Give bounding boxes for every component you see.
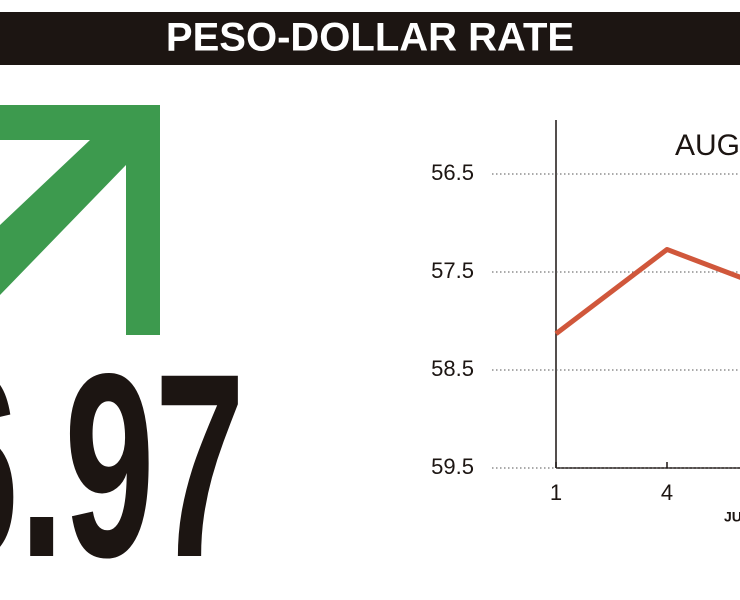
data-line xyxy=(554,246,740,336)
header-title: PESO-DOLLAR RATE xyxy=(166,16,574,60)
x-tick-label: 4 xyxy=(661,480,673,505)
y-tick-label: 56.5 xyxy=(431,160,474,185)
x-axis-label: JU xyxy=(724,509,740,525)
y-tick-label: 58.5 xyxy=(431,356,474,381)
chart-title: AUG xyxy=(675,129,740,162)
header-bar xyxy=(0,12,740,65)
up-arrow xyxy=(0,105,160,335)
y-tick-label: 57.5 xyxy=(431,258,474,283)
y-tick-label: 59.5 xyxy=(431,454,474,479)
headline-rate: 56.97 xyxy=(0,320,245,600)
x-tick-label: 1 xyxy=(550,480,562,505)
